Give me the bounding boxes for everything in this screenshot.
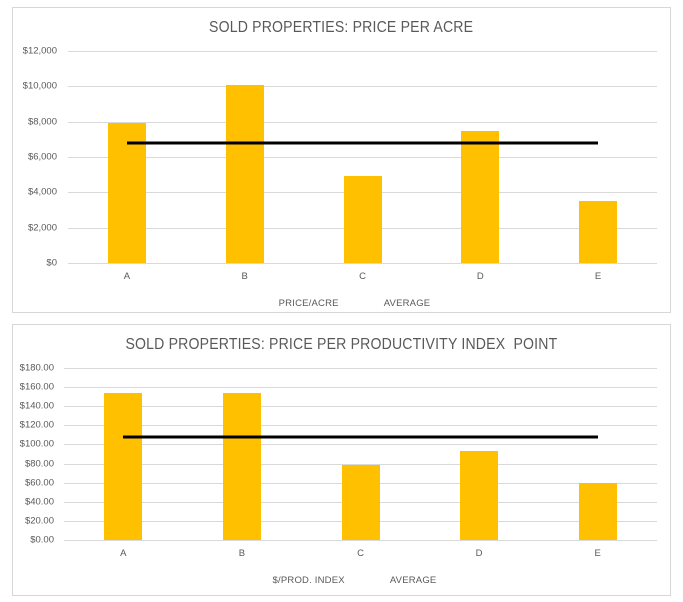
average-line-swatch xyxy=(355,302,380,305)
bar-d xyxy=(461,131,500,263)
x-category-label: D xyxy=(476,271,484,282)
bar-series-label: $/PROD. INDEX xyxy=(272,575,345,586)
bar-c xyxy=(343,175,382,263)
y-tick-label: $6,000 xyxy=(27,151,57,163)
y-axis: $12,000 $10,000 $8,000 $6,000 $4,000 $2,000 $0 xyxy=(13,46,57,269)
chart-price-per-productivity-index-point: SOLD PROPERTIES: PRICE PER PRODUCTIVITY … xyxy=(12,324,671,596)
gridline xyxy=(64,425,657,427)
average-line xyxy=(126,141,599,145)
legend: $/PROD. INDEX AVERAGE xyxy=(13,575,670,586)
y-tick-label: $160.00 xyxy=(19,381,54,393)
gridline xyxy=(64,444,657,446)
y-tick-label: $8,000 xyxy=(27,116,57,128)
bar-c xyxy=(341,465,380,540)
chart-title-text: SOLD PROPERTIES: PRICE PER ACRE xyxy=(209,19,474,36)
gridline xyxy=(64,387,657,389)
average-series-label: AVERAGE xyxy=(383,298,431,309)
bar-e xyxy=(578,482,617,540)
bar-d xyxy=(460,451,499,540)
x-category-label: B xyxy=(238,548,246,559)
average-series-label: AVERAGE xyxy=(389,575,437,586)
chart-title-text: SOLD PROPERTIES: PRICE PER PRODUCTIVITY … xyxy=(125,336,558,353)
x-category-label: C xyxy=(359,271,366,282)
y-tick-label: $60.00 xyxy=(24,477,54,489)
bar-b xyxy=(222,393,261,540)
legend: PRICE/ACRE AVERAGE xyxy=(13,298,670,309)
y-tick-label: $180.00 xyxy=(19,362,54,374)
y-tick-label: $0 xyxy=(46,257,57,269)
x-category-label: D xyxy=(475,548,483,559)
chart-title: SOLD PROPERTIES: PRICE PER ACRE xyxy=(13,19,670,37)
bar-b xyxy=(225,85,264,263)
bar-e xyxy=(579,201,618,263)
gridline xyxy=(68,86,657,88)
chart-title: SOLD PROPERTIES: PRICE PER PRODUCTIVITY … xyxy=(13,336,670,354)
plot-area xyxy=(64,368,657,541)
x-axis: A B C D E xyxy=(68,269,657,283)
average-line xyxy=(123,435,598,439)
gridline xyxy=(64,368,657,369)
gridline xyxy=(68,157,657,158)
y-tick-label: $80.00 xyxy=(24,458,54,470)
x-category-label: E xyxy=(594,271,602,282)
bar-series-label: PRICE/ACRE xyxy=(278,298,339,309)
bar-a xyxy=(107,122,146,263)
y-tick-label: $100.00 xyxy=(19,438,54,450)
bar-series-swatch xyxy=(253,300,274,307)
x-category-label: C xyxy=(357,548,364,559)
gridline xyxy=(68,263,657,264)
x-category-label: B xyxy=(241,271,248,282)
y-tick-label: $10,000 xyxy=(22,80,57,92)
y-tick-label: $12,000 xyxy=(22,45,57,57)
gridline xyxy=(64,540,657,541)
average-line-swatch xyxy=(361,579,386,582)
gridline xyxy=(64,406,657,408)
bar-a xyxy=(104,393,143,540)
y-tick-label: $0.00 xyxy=(30,534,54,546)
y-axis: $180.00 $160.00 $140.00 $120.00 $100.00 $80.0… xyxy=(13,363,54,546)
y-tick-label: $140.00 xyxy=(19,400,54,412)
y-tick-label: $20.00 xyxy=(24,515,54,527)
plot-area xyxy=(68,51,657,264)
x-category-label: A xyxy=(123,271,131,282)
y-tick-label: $40.00 xyxy=(24,496,54,508)
gridline xyxy=(68,51,657,52)
gridline xyxy=(68,121,657,123)
bar-series-swatch xyxy=(247,577,268,584)
gridline xyxy=(64,463,657,465)
x-axis: A B C D E xyxy=(64,546,657,560)
y-tick-label: $2,000 xyxy=(27,222,57,234)
y-tick-label: $120.00 xyxy=(19,419,54,431)
x-category-label: E xyxy=(594,548,601,559)
chart-price-per-acre: SOLD PROPERTIES: PRICE PER ACRE $12,000 $… xyxy=(12,7,671,313)
y-tick-label: $4,000 xyxy=(27,186,57,198)
x-category-label: A xyxy=(120,548,127,559)
